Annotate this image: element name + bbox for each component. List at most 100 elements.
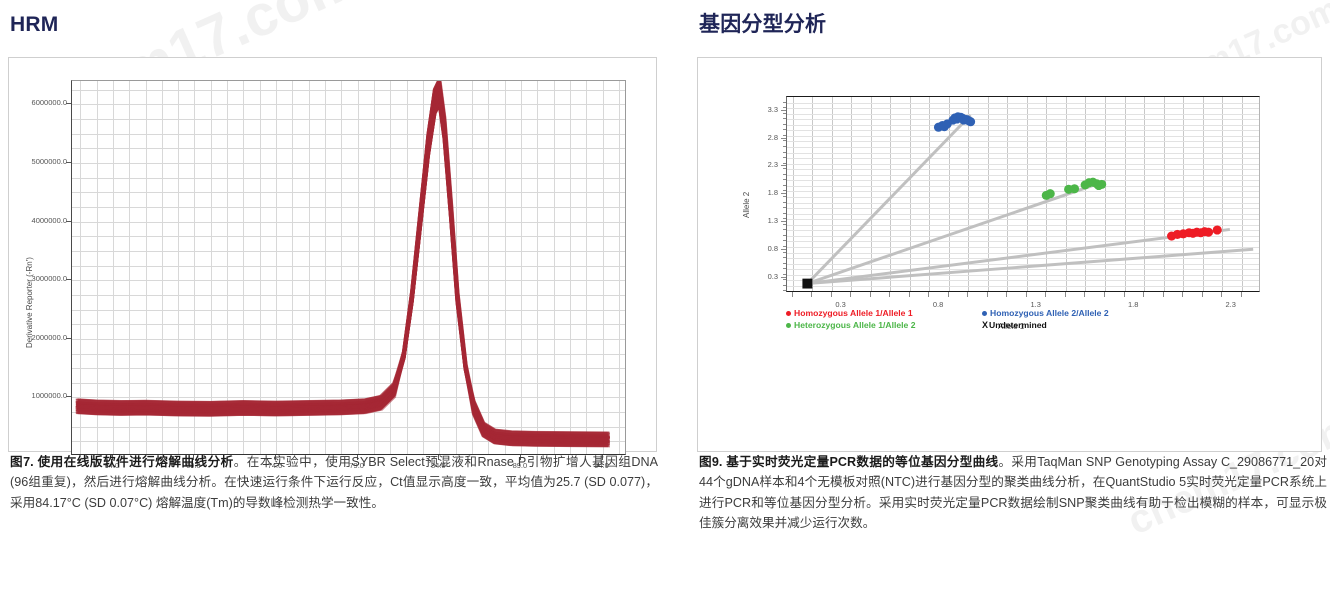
left-caption-lead: 图7. 使用在线版软件进行熔解曲线分析	[10, 455, 234, 469]
genotyping-y-minor-tick	[783, 146, 786, 147]
right-panel-title: 基因分型分析	[699, 13, 827, 36]
gridline-vertical	[194, 81, 196, 454]
hrm-x-tick	[111, 455, 113, 460]
gridline-vertical	[308, 81, 310, 454]
hrm-x-tick-label: 74.0	[267, 461, 283, 470]
melt-curve-trace	[77, 81, 610, 433]
hrm-x-tick	[275, 455, 276, 460]
melt-curve-trace	[75, 103, 608, 441]
gridline-horizontal	[72, 236, 625, 238]
legend-item-heterozygous[interactable]: Heterozygous Allele 1/Allele 2	[786, 320, 982, 330]
gridline-horizontal	[787, 191, 1259, 193]
genotyping-y-tick-label: 0.3	[767, 271, 778, 281]
melt-curve-trace	[77, 81, 610, 438]
gridline-vertical	[537, 81, 539, 454]
genotyping-y-tick	[781, 109, 786, 111]
gridline-vertical	[259, 81, 261, 454]
legend-item-homozygous-allele2[interactable]: Homozygous Allele 2/Allele 2	[982, 308, 1222, 318]
melt-curve-trace	[77, 83, 610, 442]
genotyping-y-minor-tick	[783, 107, 786, 109]
melt-curve-trace	[76, 96, 609, 447]
gridline-vertical	[968, 97, 970, 291]
scatter-point[interactable]	[1097, 179, 1107, 189]
left-figure-column: HRM Derivative Reporter (-Rn') Temperatu…	[8, 0, 665, 604]
gridline-horizontal	[72, 426, 625, 428]
hrm-y-tick-label: 5000000.0	[31, 157, 67, 166]
gridline-horizontal	[72, 382, 625, 384]
gridline-horizontal	[787, 158, 1259, 160]
genotyping-x-tick	[1064, 292, 1066, 297]
melt-curve-trace	[75, 81, 608, 435]
hrm-curve-group	[75, 81, 610, 448]
melt-curve-trace	[76, 93, 609, 440]
gridline-vertical	[243, 81, 245, 454]
melt-curve-trace	[75, 82, 608, 438]
melt-curve-trace	[76, 96, 609, 447]
melt-curve-trace	[75, 81, 608, 439]
hrm-x-tick	[519, 455, 521, 460]
melt-curve-trace	[77, 81, 609, 442]
genotyping-y-axis-title: Allele 2	[742, 191, 751, 218]
gridline-horizontal	[787, 124, 1259, 126]
melt-curve-trace	[76, 86, 608, 438]
melt-curve-trace	[77, 97, 610, 439]
left-figure-caption: 图7. 使用在线版软件进行熔解曲线分析。在本实验中，使用SYBR Select预…	[10, 452, 658, 513]
melt-curve-trace	[77, 101, 610, 443]
melt-curve-trace	[76, 91, 609, 445]
hrm-x-tick-label: 94.0	[594, 461, 609, 470]
cluster-trend-line	[807, 227, 1231, 286]
melt-curve-trace	[78, 83, 610, 443]
melt-curve-trace	[77, 81, 609, 447]
genotyping-y-minor-tick	[783, 123, 786, 125]
gridline-vertical	[792, 97, 794, 291]
genotyping-y-minor-tick	[783, 240, 786, 242]
genotyping-y-minor-tick	[783, 257, 786, 258]
gridline-horizontal	[72, 148, 625, 150]
gridline-vertical	[812, 97, 814, 291]
hrm-y-tick	[66, 162, 71, 163]
hrm-y-tick-label: 2000000.0	[31, 332, 67, 342]
gridline-vertical	[520, 81, 522, 454]
melt-curve-trace	[77, 81, 609, 444]
gridline-horizontal	[72, 397, 625, 399]
scatter-point[interactable]	[1069, 184, 1080, 194]
genotyping-x-tick	[986, 292, 988, 297]
genotyping-x-tick	[1201, 292, 1203, 297]
legend-item-undetermined[interactable]: X Undetermined	[982, 320, 1222, 330]
legend-item-homozygous-allele1[interactable]: Homozygous Allele 1/Allele 1	[786, 308, 982, 318]
gridline-horizontal	[787, 224, 1259, 226]
scatter-point[interactable]	[1203, 227, 1214, 237]
melt-curve-trace	[78, 85, 610, 439]
hrm-plot-area	[71, 80, 626, 455]
gridline-vertical	[357, 81, 359, 454]
scatter-point[interactable]	[1212, 225, 1222, 235]
gridline-horizontal	[72, 207, 625, 208]
melt-curve-trace	[78, 81, 610, 439]
genotyping-y-tick	[781, 137, 786, 139]
cluster-trend-line	[806, 179, 1107, 285]
cluster-trend-line	[807, 247, 1254, 286]
scatter-point[interactable]	[1045, 189, 1055, 199]
melt-curve-trace	[75, 103, 608, 437]
genotyping-y-minor-tick	[783, 212, 786, 214]
genotyping-x-tick	[908, 292, 910, 297]
genotyping-y-tick-label: 1.8	[767, 188, 778, 198]
ntc-marker[interactable]	[802, 278, 813, 289]
scatter-point[interactable]	[965, 117, 976, 127]
cluster-trend-line	[806, 114, 972, 285]
genotyping-y-minor-tick	[783, 190, 786, 192]
genotyping-y-minor-tick	[783, 168, 786, 170]
gridline-horizontal	[787, 246, 1259, 248]
gridline-horizontal	[72, 163, 625, 164]
gridline-vertical	[439, 81, 441, 454]
melt-curve-trace	[76, 85, 609, 443]
genotyping-y-tick-label: 0.8	[767, 243, 778, 253]
melt-curve-trace	[75, 91, 608, 440]
gridline-horizontal	[72, 353, 625, 355]
melt-curve-trace	[76, 87, 609, 438]
gridline-horizontal	[787, 269, 1259, 271]
gridline-vertical	[586, 81, 588, 454]
melt-curve-trace	[77, 97, 610, 446]
left-caption-body: 。在本实验中，使用SYBR Select预混液和Rnase P引物扩增人基因组D…	[10, 455, 658, 510]
melt-curve-trace	[76, 88, 609, 436]
